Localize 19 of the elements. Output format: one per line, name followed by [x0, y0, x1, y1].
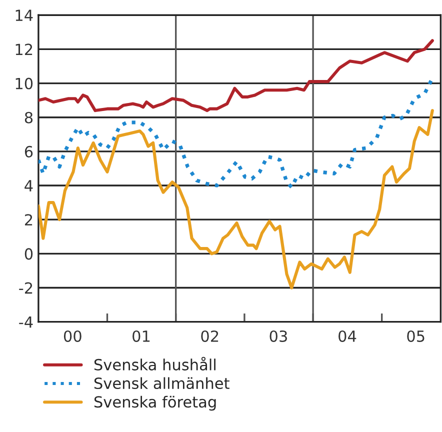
y-tick-label: 0 — [24, 248, 33, 260]
legend-label: Svensk allmänhet — [94, 377, 230, 390]
y-tick-label: 2 — [24, 214, 32, 226]
y-tick-label: 12 — [16, 44, 32, 56]
x-tick-label: 02 — [201, 330, 218, 342]
y-tick-label: 14 — [16, 10, 33, 21]
y-tick-label: 8 — [24, 112, 33, 124]
y-tick-label: 10 — [16, 78, 33, 90]
legend-label: Svenska företag — [94, 396, 216, 411]
y-tick-label: 6 — [24, 146, 33, 158]
y-tick-label: 4 — [24, 180, 33, 192]
x-tick-label: 00 — [64, 330, 82, 342]
y-tick-label: -2 — [19, 282, 32, 294]
y-tick-label: -4 — [19, 316, 33, 328]
x-tick-label: 05 — [407, 330, 424, 342]
x-tick-label: 01 — [132, 330, 150, 342]
x-tick-label: 03 — [270, 330, 287, 342]
legend-label: Svenska hushåll — [94, 356, 216, 370]
x-tick-label: 04 — [338, 330, 356, 342]
